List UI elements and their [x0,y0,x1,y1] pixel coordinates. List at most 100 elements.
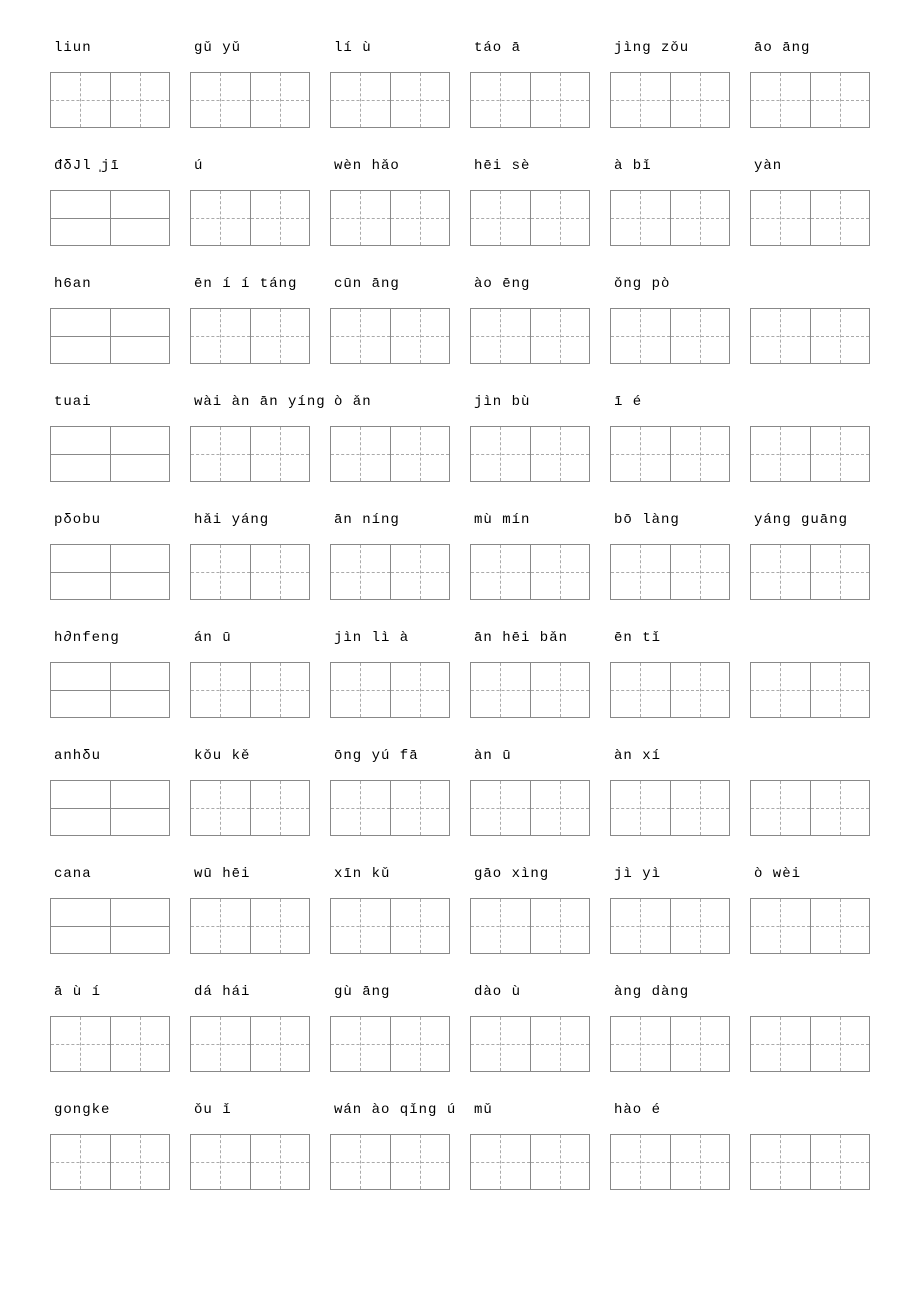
pinyin-text: hào é [610,1102,730,1126]
pinyin-row: gongkeǒu ǐwán ào qǐng úmǔhào é [50,1102,870,1126]
pinyin-cell: dá hái [190,984,310,1008]
pinyin-text: hēi sè [470,158,590,182]
character-square [611,781,670,835]
pinyin-cell: ā ù í [50,984,170,1008]
pinyin-text: mǔ [470,1102,590,1126]
pinyin-cell: pδobu [50,512,170,536]
character-square [331,1135,390,1189]
pinyin-cell: wū hēi [190,866,310,890]
grid-cell [470,1134,590,1190]
grid-cell [50,780,170,836]
grid-row [50,308,870,364]
character-square [611,1017,670,1071]
grid-cell [330,662,450,718]
character-square [250,1017,310,1071]
character-box [190,426,310,482]
grid-cell [190,780,310,836]
pinyin-cell: ēn í í táng [190,276,310,300]
grid-cell [470,72,590,128]
pinyin-row: ā ù ídá háigù āngdào ùàng dàng [50,984,870,1008]
character-square [191,899,250,953]
character-square [191,663,250,717]
character-box [330,544,450,600]
pinyin-row: h6anēn í í tángcūn āngào ēngǒng pò [50,276,870,300]
pinyin-cell: jìng zǒu [610,40,730,64]
character-square [110,191,170,245]
character-square [810,781,870,835]
grid-row [50,1134,870,1190]
character-square [51,899,110,953]
character-square [51,309,110,363]
character-square [110,309,170,363]
character-box [750,1016,870,1072]
pinyin-row: pδobuhǎi yángān níngmù mínbō làngyáng gu… [50,512,870,536]
pinyin-text: āo āng [750,40,870,64]
character-square [110,663,170,717]
character-box [750,898,870,954]
character-square [191,1017,250,1071]
pinyin-cell: ēn tǐ [610,630,730,654]
grid-cell [330,1016,450,1072]
character-square [670,309,730,363]
pinyin-text: anhδu [50,748,170,772]
character-box [610,190,730,246]
pinyin-text: dá hái [190,984,310,1008]
grid-row [50,544,870,600]
character-square [191,1135,250,1189]
pinyin-text: h∂nfeng [50,630,170,654]
pinyin-text: cūn āng [330,276,450,300]
character-square [471,1135,530,1189]
character-square [670,427,730,481]
character-box [610,426,730,482]
pinyin-text: liun [50,40,170,64]
character-square [51,427,110,481]
pinyin-text: wán ào qǐng ú [330,1102,450,1126]
character-box [50,898,170,954]
grid-cell [190,308,310,364]
character-square [611,427,670,481]
grid-cell [50,1134,170,1190]
grid-cell [190,426,310,482]
grid-cell [750,544,870,600]
grid-cell [750,780,870,836]
pinyin-cell: h6an [50,276,170,300]
pinyin-text: gongke [50,1102,170,1126]
character-square [390,1135,450,1189]
character-box [50,1016,170,1072]
character-square [810,1017,870,1071]
pinyin-cell: hǎi yáng [190,512,310,536]
grid-cell [190,544,310,600]
grid-cell [750,1134,870,1190]
character-box [330,1134,450,1190]
character-square [751,781,810,835]
character-box [610,72,730,128]
character-square [751,191,810,245]
character-box [610,308,730,364]
grid-cell [330,308,450,364]
pinyin-text: ò ǎn [330,394,450,418]
character-square [331,899,390,953]
character-square [191,73,250,127]
character-square [390,191,450,245]
grid-cell [470,190,590,246]
character-square [331,191,390,245]
character-box [190,780,310,836]
character-box [330,898,450,954]
character-box [750,190,870,246]
pinyin-row: liungǔ yǔlí ùtáo ājìng zǒuāo āng [50,40,870,64]
pinyin-text: jì yì [610,866,730,890]
character-square [530,899,590,953]
pinyin-text: yáng guāng [750,512,870,536]
pinyin-text: đδJl ̩̩̩̩̩̩̩̩̩̩̩̩̩̩̩jī [50,158,170,182]
pinyin-cell: dào ù [470,984,590,1008]
grid-cell [50,898,170,954]
pinyin-text: pδobu [50,512,170,536]
character-square [110,427,170,481]
grid-cell [610,72,730,128]
grid-cell [750,898,870,954]
pinyin-cell: táo ā [470,40,590,64]
character-square [611,73,670,127]
grid-cell [750,662,870,718]
pinyin-text [750,276,870,300]
character-box [50,780,170,836]
